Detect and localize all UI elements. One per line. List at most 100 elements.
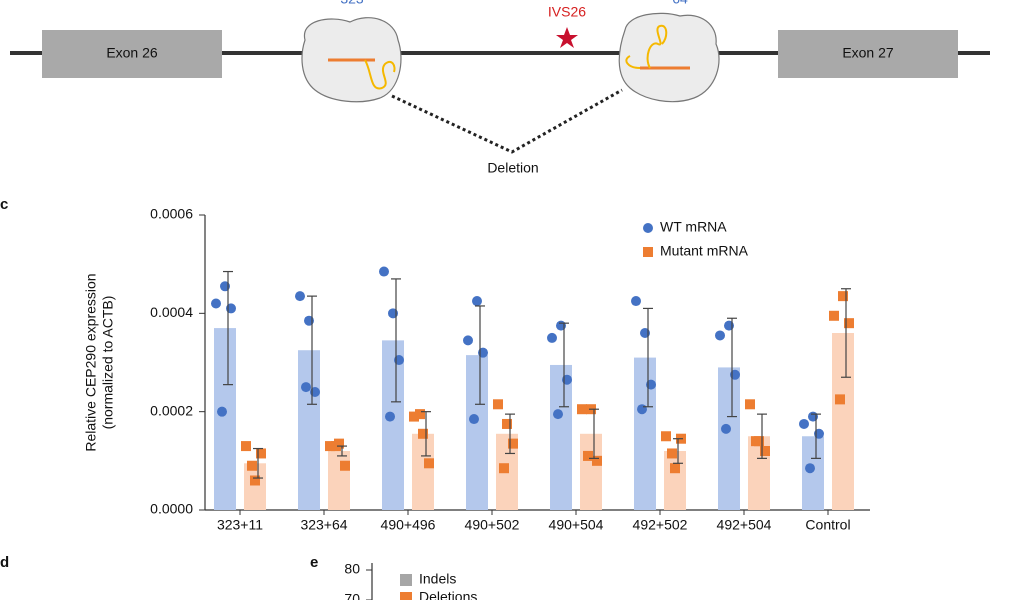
- x-tick-label: 490+502: [465, 517, 520, 533]
- x-tick-label: 492+504: [717, 517, 772, 533]
- data-point: [583, 450, 593, 461]
- exon-label: Exon 27: [842, 45, 894, 61]
- bar: [466, 355, 488, 510]
- legend-marker: [400, 574, 412, 586]
- data-point: [844, 318, 854, 329]
- error-bar: [643, 307, 653, 408]
- error-bar: [811, 413, 821, 459]
- data-point: [250, 475, 260, 486]
- error-bar: [253, 447, 263, 479]
- data-point: [577, 404, 587, 415]
- y-axis-label: Relative CEP290 expression: [83, 273, 99, 451]
- bar: [718, 367, 740, 510]
- bar: [244, 463, 266, 510]
- data-point: [631, 296, 641, 307]
- y-tick-label: 0.0004: [150, 304, 193, 320]
- data-point: [760, 446, 770, 456]
- bar: [580, 433, 602, 510]
- legend-label: Mutant mRNA: [660, 243, 749, 259]
- data-point: [340, 460, 350, 471]
- error-bar: [559, 322, 569, 408]
- bar: [664, 451, 686, 510]
- bar: [802, 436, 824, 510]
- data-point: [424, 458, 434, 469]
- bar: [298, 350, 320, 510]
- error-bar: [223, 270, 233, 386]
- exon-box: [778, 30, 958, 78]
- panel-label: c: [0, 196, 8, 213]
- panel-label: e: [310, 554, 318, 571]
- bar: [382, 340, 404, 510]
- exon-label: Exon 26: [106, 45, 158, 61]
- legend-marker: [643, 223, 653, 233]
- data-point: [415, 409, 425, 420]
- error-bar: [727, 317, 737, 418]
- data-point: [805, 463, 815, 474]
- error-bar: [475, 305, 485, 405]
- legend-marker: [643, 247, 653, 257]
- error-bar: [841, 288, 851, 378]
- cas9-complex: [618, 12, 720, 103]
- data-point: [592, 455, 602, 466]
- data-point: [751, 436, 761, 447]
- error-bar: [589, 408, 599, 459]
- exon-box: [42, 30, 222, 78]
- data-point: [661, 431, 671, 442]
- data-point: [295, 291, 305, 302]
- data-point: [829, 310, 839, 321]
- data-point: [493, 399, 503, 410]
- x-tick-label: 490+496: [381, 517, 436, 533]
- legend-label: Indels: [419, 571, 456, 587]
- y-axis-label: (normalized to ACTB): [100, 296, 116, 430]
- data-point: [241, 441, 251, 452]
- error-bar: [673, 438, 683, 464]
- y-tick-label: 70: [344, 591, 360, 600]
- bar: [634, 357, 656, 510]
- error-bar: [391, 278, 401, 403]
- y-tick-label: 0.0002: [150, 402, 193, 418]
- x-tick-label: 323+11: [217, 517, 263, 533]
- data-point: [472, 296, 482, 307]
- error-bar: [421, 411, 431, 457]
- data-point: [418, 428, 428, 439]
- deletion-line: [391, 88, 623, 154]
- y-tick-label: 0.0000: [150, 501, 193, 517]
- data-point: [508, 438, 518, 449]
- data-point: [325, 441, 335, 452]
- data-point: [379, 266, 389, 277]
- error-bar: [757, 413, 767, 459]
- x-tick-label: 492+502: [633, 517, 688, 533]
- data-point: [715, 330, 725, 341]
- data-point: [301, 382, 311, 393]
- scaffold-rna: [625, 24, 668, 69]
- deletion-label: Deletion: [487, 160, 538, 176]
- bar: [832, 333, 854, 510]
- y-tick-label: 80: [344, 561, 360, 577]
- bar: [550, 364, 572, 510]
- data-point: [463, 335, 473, 346]
- data-point: [502, 418, 512, 429]
- error-bar: [505, 413, 515, 455]
- data-point: [211, 298, 221, 309]
- data-point: [217, 406, 227, 417]
- panel-label: d: [0, 554, 9, 571]
- x-tick-label: 490+504: [549, 517, 604, 533]
- data-point: [409, 411, 419, 422]
- data-point: [745, 399, 755, 410]
- data-point: [667, 448, 677, 459]
- data-point: [670, 463, 680, 474]
- data-point: [553, 409, 563, 420]
- legend-label: WT mRNA: [660, 219, 727, 235]
- data-point: [385, 411, 395, 422]
- data-point: [835, 394, 845, 405]
- data-point: [331, 441, 341, 452]
- error-bar: [307, 295, 317, 405]
- bar: [328, 451, 350, 510]
- x-tick-label: 323+64: [300, 517, 347, 533]
- site-label: IVS26: [548, 4, 586, 20]
- y-tick-label: 0.0006: [150, 206, 193, 222]
- data-point: [499, 463, 509, 474]
- x-tick-label: Control: [805, 517, 850, 533]
